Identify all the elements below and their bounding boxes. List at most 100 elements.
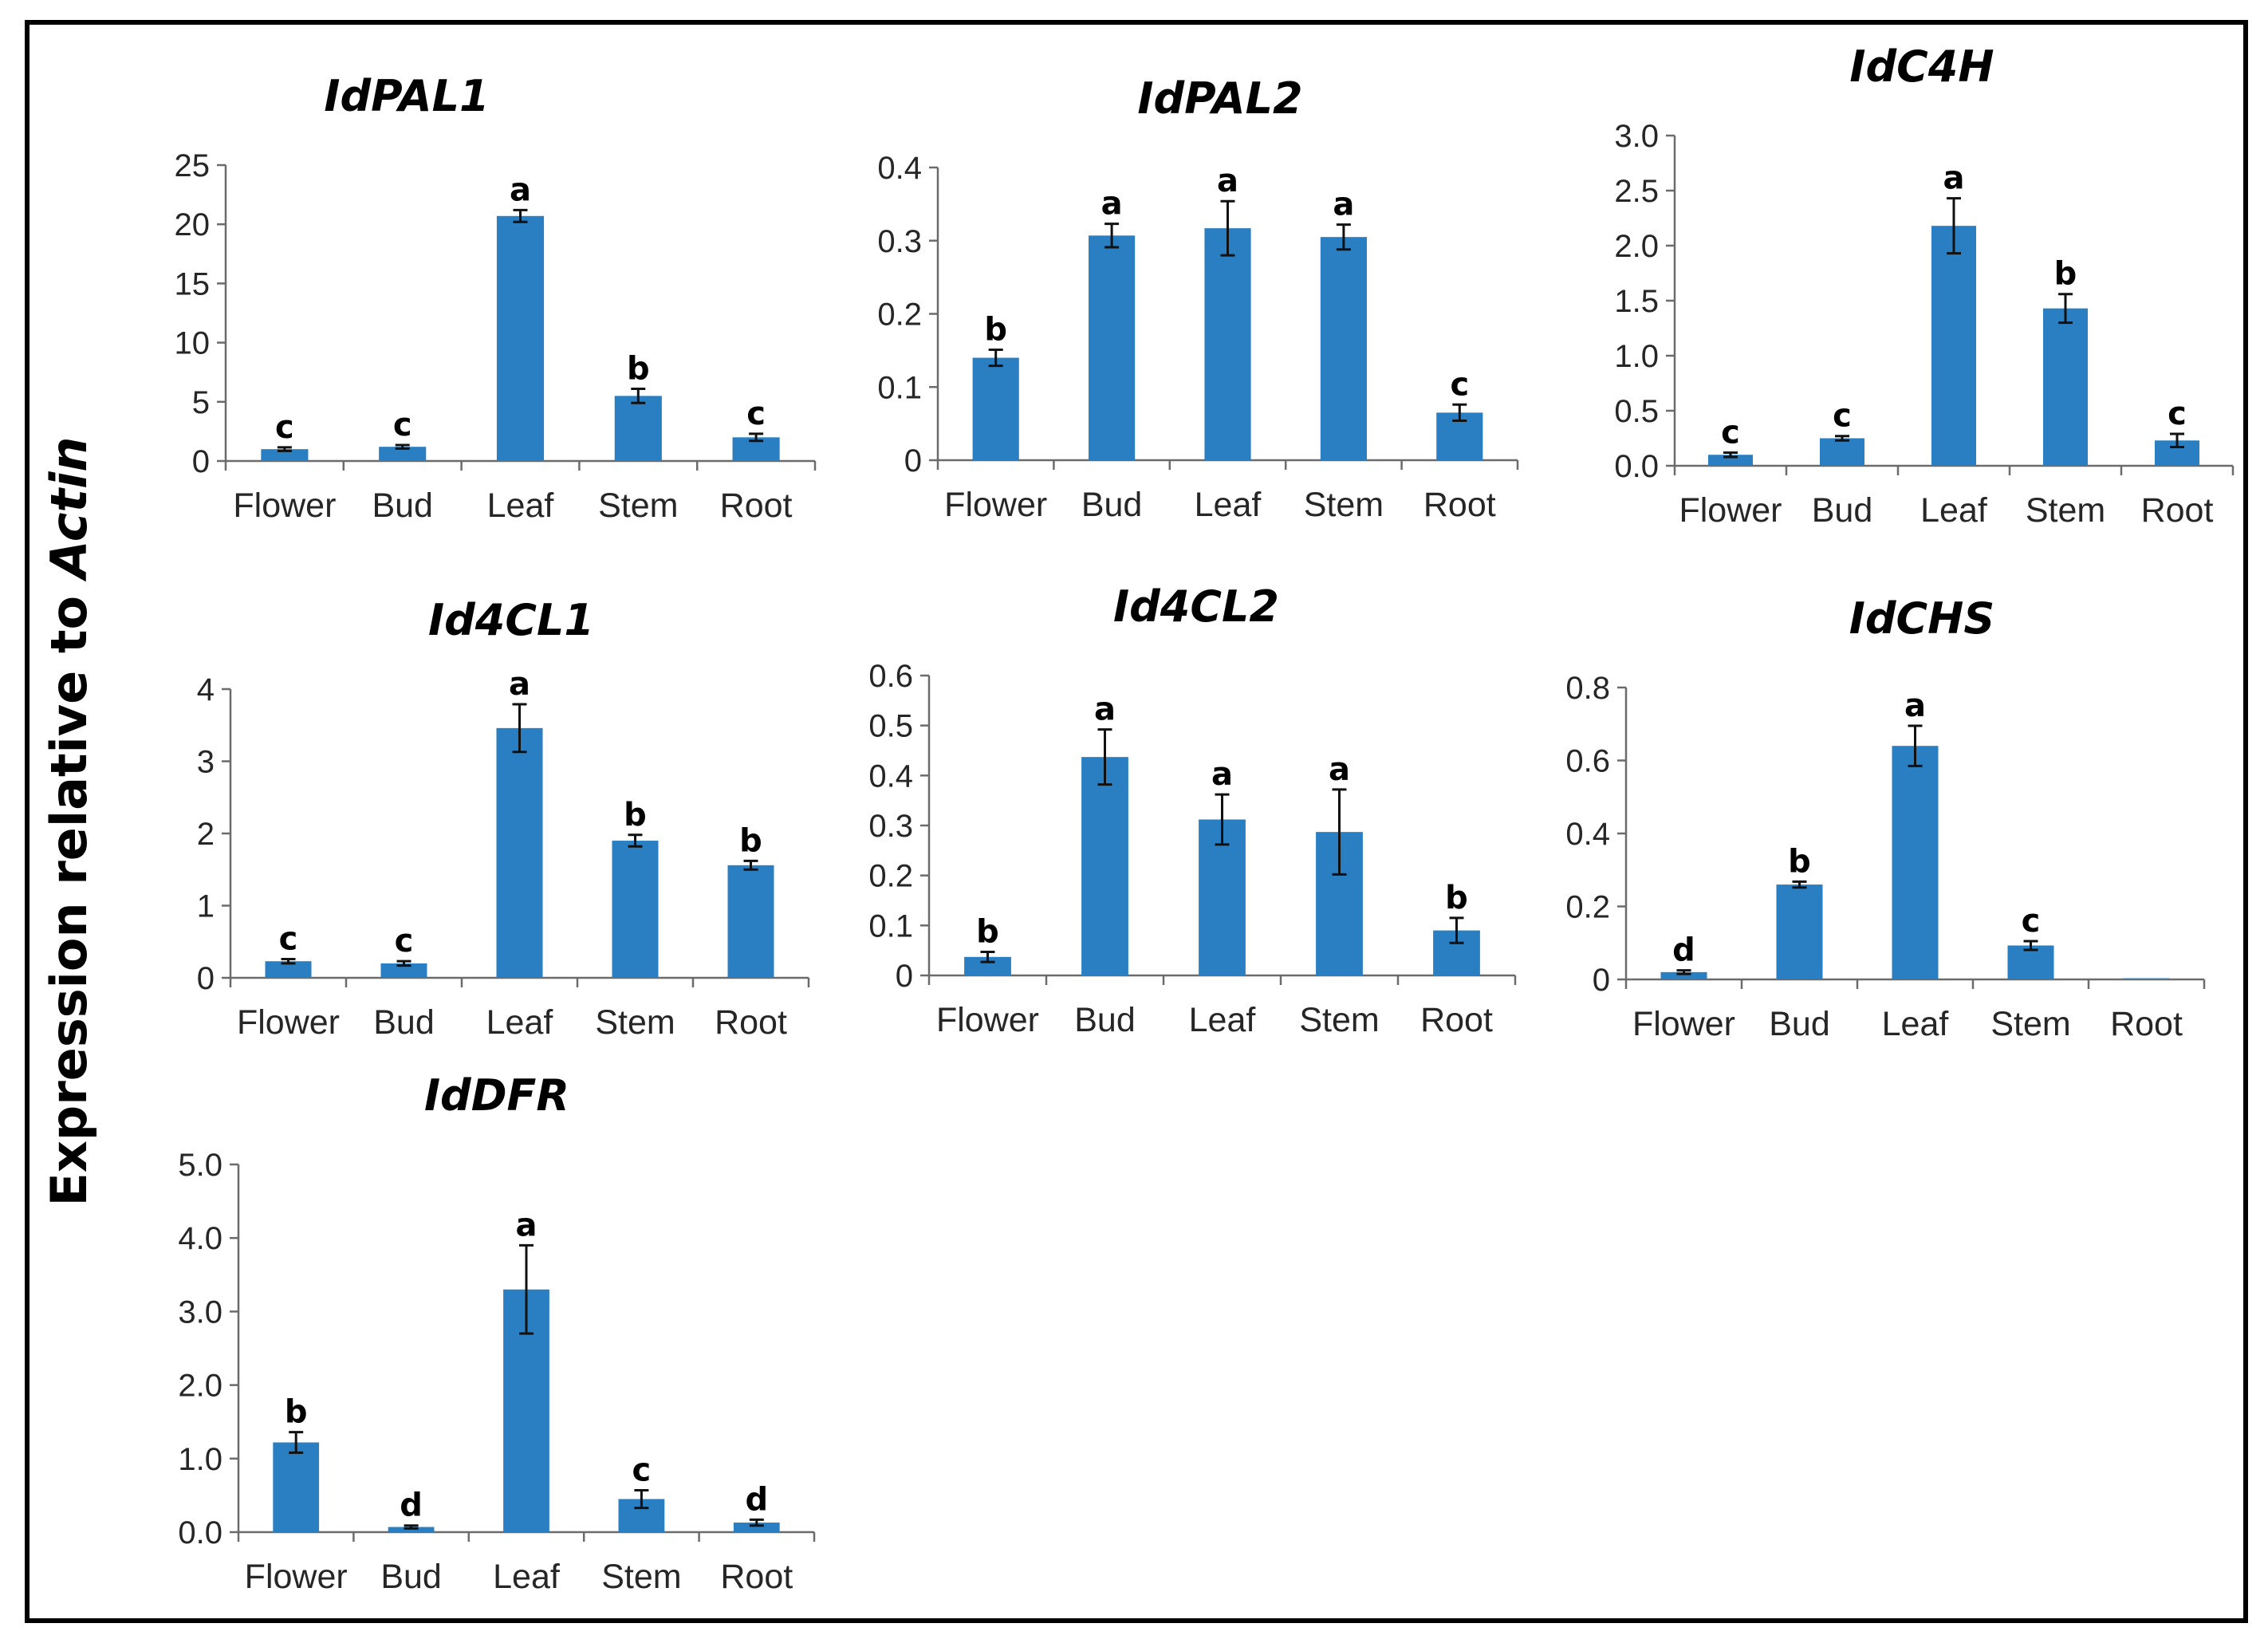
x-tick-label: Stem	[2026, 491, 2105, 530]
y-tick-label: 0.3	[868, 809, 913, 844]
significance-letter: b	[285, 1394, 308, 1431]
bar-bud	[1081, 757, 1128, 975]
x-tick-label: Stem	[601, 1558, 681, 1596]
y-axis-label-gene: Actin	[40, 436, 98, 582]
figure-border	[25, 20, 2248, 1623]
bar-stem	[612, 841, 659, 978]
significance-letter: c	[746, 396, 766, 432]
significance-letter: b	[984, 311, 1007, 348]
y-tick-label: 0.2	[868, 859, 913, 894]
y-tick-label: 1	[197, 889, 215, 924]
x-tick-label: Root	[2110, 1005, 2183, 1043]
significance-letter: d	[745, 1481, 768, 1518]
bar-leaf	[496, 727, 543, 978]
bar-leaf	[1204, 228, 1251, 460]
y-tick-label: 15	[175, 266, 211, 301]
x-tick-label: Flower	[936, 1001, 1039, 1039]
bar-root	[733, 1523, 780, 1532]
x-tick-label: Leaf	[493, 1558, 561, 1596]
x-tick-label: Root	[1420, 1001, 1493, 1039]
y-tick-label: 0.2	[1565, 890, 1610, 925]
bar-bud	[1820, 438, 1864, 466]
y-tick-label: 0.2	[877, 297, 922, 333]
bar-leaf	[496, 215, 545, 461]
y-tick-label: 5	[192, 385, 210, 420]
significance-letter: c	[275, 409, 294, 446]
bar-flower	[972, 357, 1019, 460]
x-tick-label: Leaf	[486, 1003, 554, 1042]
significance-letter: c	[279, 920, 298, 957]
y-tick-label: 0.0	[178, 1515, 222, 1550]
chart-title-idpal2: IdPAL2	[1137, 73, 1302, 124]
significance-letter: a	[1943, 160, 1965, 197]
chart-title-idchs: IdCHS	[1849, 593, 1994, 644]
bar-root	[2123, 978, 2170, 979]
bar-bud	[380, 963, 427, 978]
significance-letter: c	[1721, 414, 1740, 451]
x-tick-label: Bud	[1081, 486, 1143, 524]
bar-stem	[2043, 308, 2088, 466]
chart-id4cl2: Id4CL2 0 0.1 0.2 0.3 0.4 0.5 0.6 Flower b Bud a Leaf…	[868, 581, 1517, 1039]
bar-flower	[273, 1442, 320, 1532]
significance-letter: b	[627, 350, 650, 387]
bar-flower	[261, 449, 309, 461]
x-tick-label: Root	[1423, 486, 1496, 524]
y-tick-label: 0.5	[1614, 394, 1659, 429]
significance-letter: c	[393, 407, 412, 443]
x-tick-label: Stem	[595, 1003, 675, 1042]
x-tick-label: Leaf	[1195, 486, 1262, 524]
chart-idc4h: IdC4H 0.0 0.5 1.0 1.5 2.0 2.5 3.0 Flower c Bud c Lea…	[1614, 41, 2235, 530]
x-tick-label: Flower	[237, 1003, 340, 1042]
x-tick-label: Root	[2141, 491, 2214, 530]
chart-title-iddfr: IdDFR	[424, 1070, 569, 1121]
y-tick-label: 25	[175, 148, 211, 183]
significance-letter: a	[1904, 688, 1926, 724]
y-tick-label: 0.1	[868, 908, 913, 944]
y-tick-label: 4	[197, 672, 215, 707]
x-tick-label: Bud	[1812, 491, 1873, 530]
x-tick-label: Leaf	[1920, 491, 1988, 530]
bar-flower	[1660, 971, 1707, 979]
bar-root	[727, 865, 774, 978]
chart-iddfr: IdDFR 0.0 1.0 2.0 3.0 4.0 5.0 Flower b Bud d Leaf a S…	[178, 1070, 816, 1596]
significance-letter: a	[1217, 163, 1238, 199]
x-tick-label: Flower	[245, 1558, 348, 1596]
y-tick-label: 2.5	[1614, 174, 1659, 209]
y-tick-label: 4.0	[178, 1221, 222, 1256]
bar-flower	[964, 956, 1011, 975]
y-tick-label: 1.0	[1614, 339, 1659, 374]
y-tick-label: 0.3	[877, 224, 922, 259]
x-tick-label: Flower	[944, 486, 1047, 524]
y-tick-label: 1.0	[178, 1442, 222, 1477]
bar-leaf	[1892, 746, 1939, 979]
chart-idpal2: IdPAL2 0 0.1 0.2 0.3 0.4 Flower b Bud a Leaf a Stem a…	[877, 73, 1519, 524]
significance-letter: b	[2054, 256, 2077, 293]
chart-idchs: IdCHS 0 0.2 0.4 0.6 0.8 Flower d Bud b Leaf a Stem c R…	[1565, 593, 2206, 1043]
x-tick-label: Stem	[1304, 486, 1384, 524]
x-tick-label: Bud	[1769, 1005, 1830, 1043]
bar-flower	[1708, 455, 1753, 466]
x-tick-label: Stem	[1990, 1005, 2070, 1043]
chart-idpal1: IdPAL1 0 5 10 15 20 25 Flower c Bud c Leaf a Stem b Roo…	[175, 71, 817, 525]
significance-letter: a	[509, 666, 530, 703]
x-tick-label: Leaf	[1189, 1001, 1257, 1039]
y-tick-label: 0.6	[1565, 744, 1610, 779]
significance-letter: a	[1329, 751, 1350, 788]
significance-letter: a	[1101, 186, 1123, 223]
y-tick-label: 0	[197, 961, 215, 996]
y-tick-label: 0.6	[868, 659, 913, 694]
x-tick-label: Bud	[380, 1558, 442, 1596]
y-tick-label: 2.0	[178, 1369, 222, 1404]
significance-letter: b	[976, 914, 999, 951]
x-tick-label: Bud	[373, 1003, 435, 1042]
bar-bud	[1089, 235, 1136, 460]
significance-letter: a	[516, 1207, 537, 1243]
significance-letter: c	[632, 1452, 652, 1488]
y-tick-label: 0.4	[1565, 817, 1610, 852]
bar-stem	[614, 396, 662, 461]
chart-title-idc4h: IdC4H	[1849, 41, 1994, 92]
x-tick-label: Flower	[1632, 1005, 1735, 1043]
chart-id4cl1: Id4CL1 0 1 2 3 4 Flower c Bud c Leaf a Stem b Root b	[197, 595, 810, 1042]
y-tick-label: 0	[192, 444, 210, 479]
